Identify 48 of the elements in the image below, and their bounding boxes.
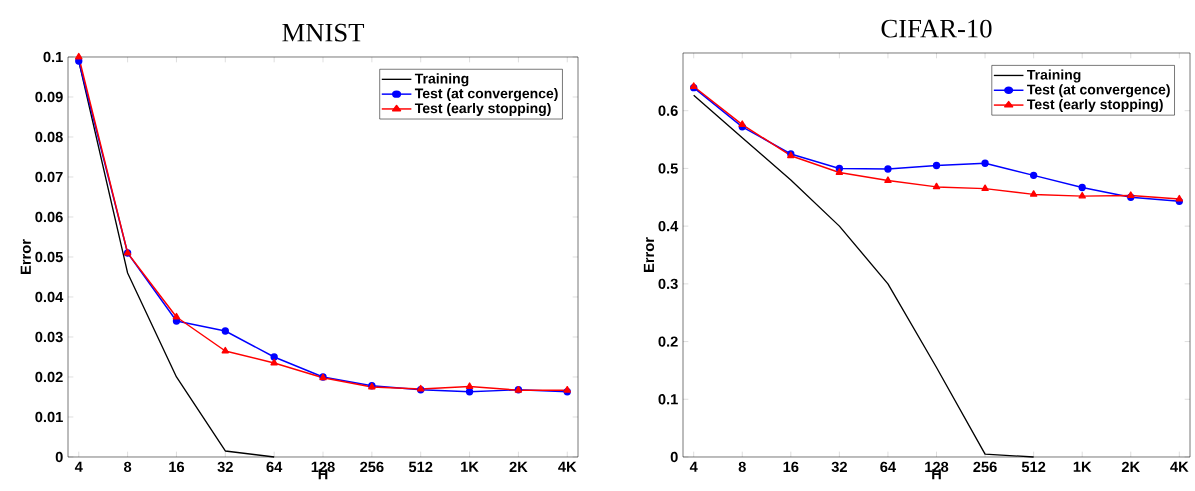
y-tick-label: 0 [55,451,63,463]
x-tick-label: 8 [123,461,132,473]
legend-label: Training [1027,69,1081,83]
legend-label: Test (at convergence) [1027,84,1170,98]
x-tick-label: 256 [360,461,384,473]
y-tick-label: 0.5 [658,163,678,174]
y-tick-label: 0.4 [658,220,679,232]
x-tick-label: 16 [169,461,185,473]
legend-label: Training [414,73,469,87]
y-tick-label: 0 [670,451,678,463]
x-tick-label: 64 [266,461,283,473]
y-tick-label: 0.6 [658,105,678,116]
y-tick-label: 0.01 [35,411,63,423]
y-tick-label: 0.07 [35,171,63,183]
y-tick-label: 0.02 [35,371,63,383]
x-tick-label: 4K [1170,461,1189,472]
x-tick-label: 1K [461,461,479,472]
y-tick-label: 0.03 [35,331,63,343]
chart-title: MNIST [282,23,365,42]
x-tick-label: 64 [880,461,897,473]
x-tick-label: 4 [689,461,698,472]
y-tick-label: 0.05 [35,251,63,263]
x-tick-label: 4 [74,461,83,472]
y-axis-title: Error [20,239,31,274]
x-tick-label: 4K [558,461,577,472]
legend-label: Test (early stopping) [414,102,551,116]
y-axis-title: Error [643,237,655,272]
x-tick-label: 8 [738,461,746,473]
legend-label: Test (at convergence) [414,88,558,102]
x-tick-label: 1K [1073,461,1092,472]
x-tick-label: 32 [831,461,847,473]
x-tick-label: 2K [1121,461,1140,472]
y-tick-label: 0.3 [658,278,678,290]
x-tick-label: 512 [408,461,433,473]
y-tick-label: 0.1 [658,394,678,405]
x-tick-label: 16 [783,461,799,473]
x-tick-label: 256 [973,461,997,473]
chart-title: CIFAR-10 [881,19,992,38]
y-tick-label: 0.2 [658,336,678,347]
y-tick-label: 0.1 [43,51,63,63]
x-tick-label: 32 [217,461,233,473]
legend-label: Test (early stopping) [1027,99,1163,113]
x-tick-label: 2K [509,461,528,472]
y-tick-label: 0.06 [35,211,63,223]
y-tick-label: 0.08 [35,131,63,143]
x-tick-label: 512 [1021,461,1046,473]
y-tick-label: 0.04 [35,291,64,303]
y-tick-label: 0.09 [35,91,63,103]
